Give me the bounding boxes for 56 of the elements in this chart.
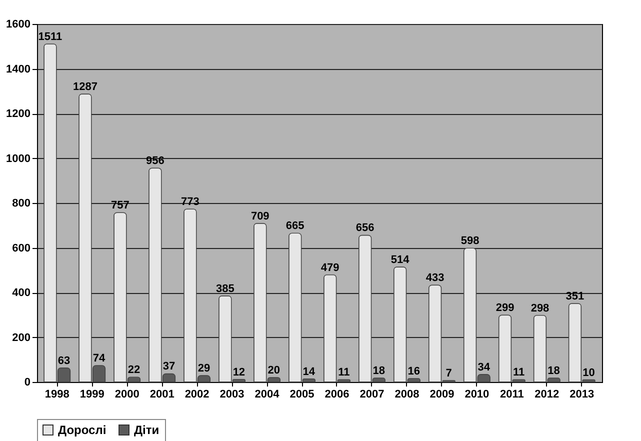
data-label: 14 [302, 366, 316, 378]
x-tick-label: 1999 [80, 388, 104, 400]
y-tick-label: 800 [12, 198, 30, 210]
data-label: 18 [372, 364, 386, 377]
data-label: 22 [128, 364, 140, 376]
data-label: 37 [162, 360, 176, 373]
data-label: 16 [408, 365, 420, 378]
x-tick-label: 2006 [324, 388, 350, 400]
x-tick-label: 2003 [220, 388, 244, 400]
y-tick-label: 1600 [6, 18, 30, 30]
data-label: 479 [320, 262, 340, 274]
y-tick-label: 600 [12, 242, 30, 254]
x-tick-label: 2011 [500, 388, 524, 400]
data-label: 11 [513, 366, 525, 379]
data-label: 665 [286, 220, 304, 232]
y-tick-label: 1000 [6, 152, 30, 165]
data-label: 20 [268, 364, 280, 377]
data-label: 351 [566, 290, 584, 302]
data-label: 514 [390, 254, 410, 266]
data-label: 598 [460, 235, 480, 248]
x-tick-label: 2000 [114, 388, 140, 400]
x-tick-label: 2004 [254, 388, 280, 400]
x-tick-label: 2013 [570, 388, 594, 400]
data-label: 385 [216, 282, 234, 295]
legend-label: Діти [134, 423, 160, 437]
data-label: 29 [198, 362, 210, 375]
x-tick-label: 2009 [430, 388, 454, 400]
data-label: 709 [250, 210, 270, 222]
data-label: 299 [496, 302, 514, 314]
data-label: 433 [426, 272, 444, 284]
data-label: 656 [356, 222, 374, 234]
y-tick-label: 200 [12, 332, 30, 344]
x-tick-label: 2008 [394, 388, 420, 400]
y-tick-label: 1400 [6, 63, 30, 76]
data-label: 10 [582, 366, 595, 379]
x-tick-label: 2010 [464, 388, 490, 400]
y-tick-label: 0 [24, 376, 30, 388]
data-label: 1287 [72, 81, 98, 94]
x-tick-label: 2001 [150, 388, 174, 400]
data-label: 11 [338, 366, 350, 379]
x-tick-label: 2012 [534, 388, 560, 400]
data-label: 298 [530, 302, 550, 314]
data-label: 18 [548, 364, 560, 377]
data-label: 63 [58, 354, 70, 367]
x-tick-label: 2005 [290, 388, 314, 400]
data-label: 1511 [38, 30, 62, 43]
x-tick-label: 1998 [44, 388, 70, 400]
x-tick-label: 2007 [360, 388, 384, 400]
data-label: 7 [446, 367, 452, 380]
y-tick-label: 400 [12, 287, 30, 299]
x-tick-label: 2002 [184, 388, 210, 400]
legend-label: Дорослі [58, 423, 106, 437]
data-label: 12 [232, 366, 246, 378]
data-label: 34 [478, 361, 491, 374]
y-tick-label: 1200 [6, 108, 30, 120]
data-label: 74 [92, 352, 106, 364]
